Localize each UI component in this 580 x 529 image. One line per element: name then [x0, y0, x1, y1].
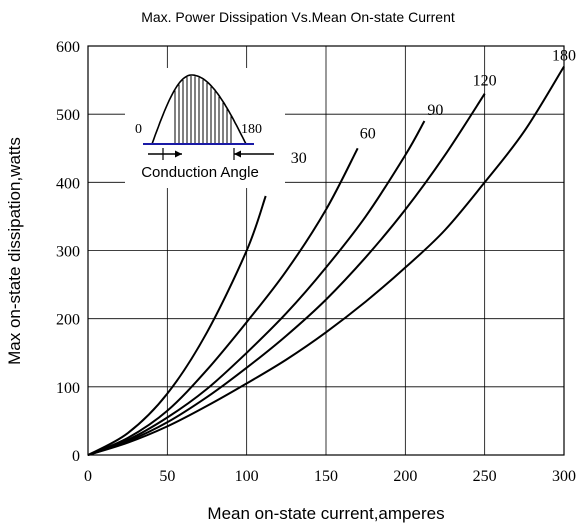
- x-tick-label: 300: [552, 468, 576, 485]
- conduction-angle-inset: 0 180 Conduction Angle: [125, 68, 285, 188]
- series-line-30: [87, 195, 267, 456]
- inset-caption: Conduction Angle: [141, 164, 259, 181]
- x-tick-label: 0: [84, 468, 92, 485]
- y-tick-label: 300: [56, 244, 80, 261]
- y-tick-label: 500: [56, 107, 80, 124]
- inset-half-sine: [151, 74, 247, 145]
- y-tick-label: 0: [72, 448, 80, 465]
- inset-right-arrowhead: [234, 150, 241, 158]
- series-label-90: 90: [427, 102, 443, 119]
- series-line-60: [87, 147, 359, 456]
- inset-end-label: 180: [241, 122, 262, 137]
- inset-hatch: [174, 76, 232, 144]
- y-tick-label: 400: [56, 175, 80, 192]
- plot-frame: [87, 45, 565, 456]
- series-label-180: 180: [552, 47, 576, 64]
- x-tick-label: 150: [314, 468, 338, 485]
- x-tick-label: 50: [159, 468, 175, 485]
- x-tick-label: 200: [393, 468, 417, 485]
- series-line-120: [87, 93, 486, 456]
- y-axis-label: Max on-state dissipation,watts: [5, 137, 24, 365]
- x-tick-labels: 0 50 100 150 200 250 300: [84, 468, 576, 485]
- series-line-90: [87, 120, 426, 456]
- x-tick-label: 250: [473, 468, 497, 485]
- series-line-180: [87, 65, 565, 456]
- series-label-120: 120: [473, 73, 497, 90]
- inset-background: [125, 68, 285, 188]
- chart-title: Max. Power Dissipation Vs.Mean On-state …: [141, 9, 455, 25]
- series-label-60: 60: [360, 125, 376, 142]
- series-group: 30 60 90 120 180: [87, 47, 576, 456]
- y-tick-labels: 0 100 200 300 400 500 600: [56, 39, 80, 465]
- y-tick-label: 200: [56, 312, 80, 329]
- x-tick-label: 100: [235, 468, 259, 485]
- series-label-30: 30: [291, 150, 307, 167]
- inset-start-label: 0: [135, 122, 142, 137]
- inset-left-arrowhead: [175, 150, 182, 158]
- x-axis-label: Mean on-state current,amperes: [207, 504, 444, 523]
- y-tick-label: 600: [56, 39, 80, 56]
- y-tick-label: 100: [56, 380, 80, 397]
